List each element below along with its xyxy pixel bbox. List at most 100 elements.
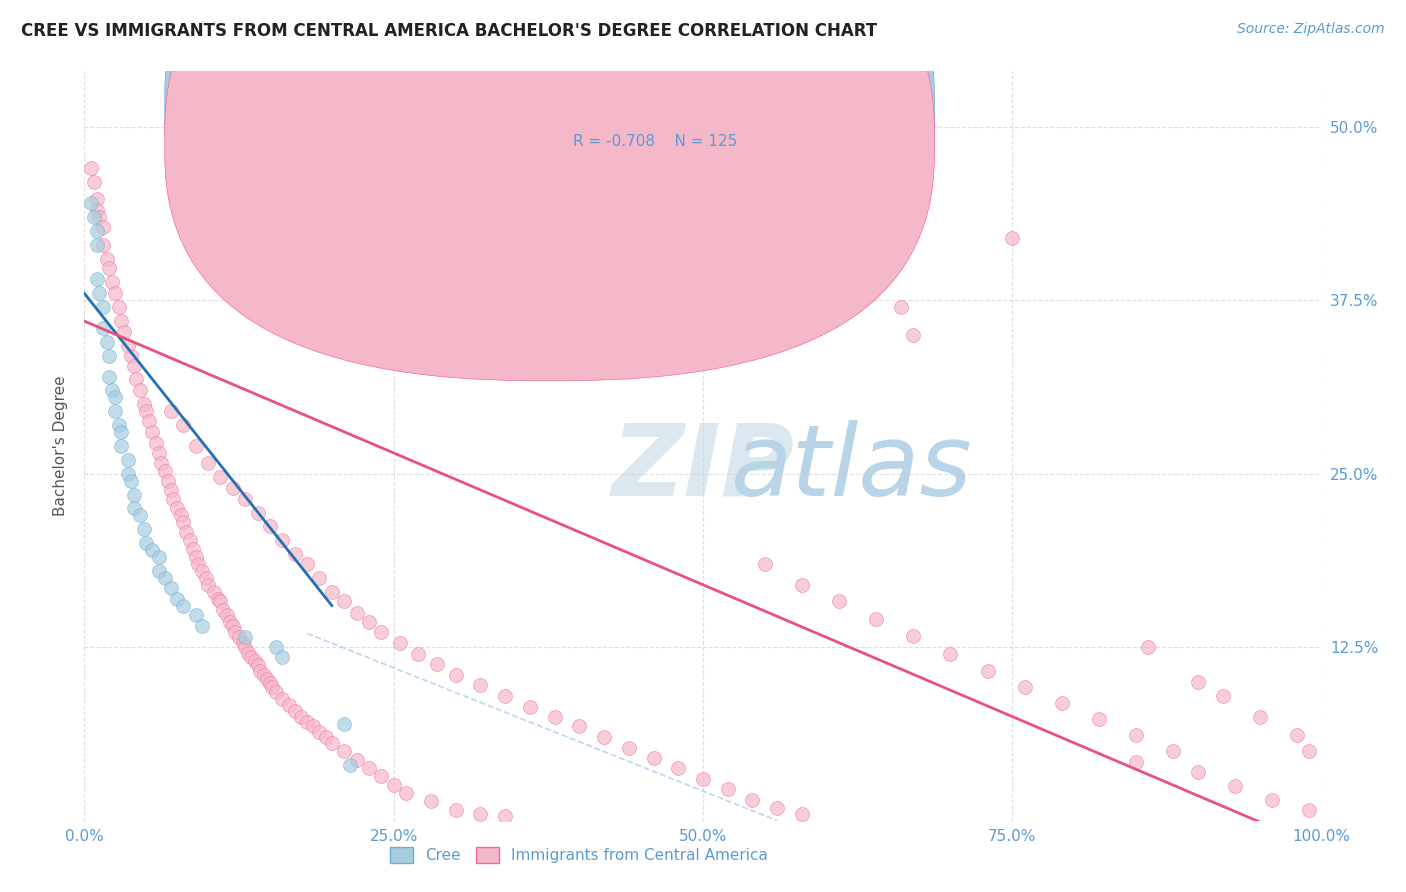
- Point: [117, 467, 139, 481]
- Point: [243, 654, 266, 668]
- Point: [240, 649, 263, 664]
- Point: [209, 594, 232, 608]
- Point: [197, 456, 219, 470]
- Point: [1050, 696, 1073, 710]
- Text: R = -0.708    N = 125: R = -0.708 N = 125: [574, 135, 737, 149]
- Point: [172, 418, 194, 433]
- Point: [104, 391, 127, 405]
- Point: [125, 372, 148, 386]
- Point: [160, 581, 183, 595]
- FancyBboxPatch shape: [165, 0, 935, 381]
- Point: [271, 691, 294, 706]
- Point: [222, 481, 245, 495]
- Point: [1161, 744, 1184, 758]
- Point: [110, 314, 132, 328]
- Point: [1137, 640, 1160, 655]
- Point: [117, 339, 139, 353]
- Point: [132, 397, 155, 411]
- Point: [86, 203, 108, 218]
- Text: CREE VS IMMIGRANTS FROM CENTRAL AMERICA BACHELOR'S DEGREE CORRELATION CHART: CREE VS IMMIGRANTS FROM CENTRAL AMERICA …: [21, 22, 877, 40]
- Text: Source: ZipAtlas.com: Source: ZipAtlas.com: [1237, 22, 1385, 37]
- Point: [141, 543, 163, 558]
- Point: [246, 658, 269, 673]
- Point: [153, 571, 176, 585]
- Point: [232, 636, 254, 650]
- Point: [370, 769, 392, 783]
- Point: [148, 549, 170, 564]
- Point: [408, 647, 430, 661]
- Point: [259, 519, 281, 533]
- Point: [271, 649, 294, 664]
- Point: [207, 591, 229, 606]
- Point: [264, 684, 287, 698]
- Point: [89, 210, 111, 224]
- Point: [172, 599, 194, 613]
- Point: [174, 524, 197, 539]
- Point: [1223, 779, 1246, 793]
- Point: [790, 578, 813, 592]
- Legend: Cree, Immigrants from Central America: Cree, Immigrants from Central America: [384, 841, 775, 869]
- Point: [86, 192, 108, 206]
- Point: [321, 736, 343, 750]
- Point: [138, 414, 160, 428]
- Point: [271, 533, 294, 548]
- Point: [187, 557, 209, 571]
- Point: [129, 508, 152, 523]
- Point: [1285, 728, 1308, 742]
- Point: [228, 631, 250, 645]
- Point: [181, 541, 204, 556]
- Point: [444, 668, 467, 682]
- Point: [108, 418, 131, 433]
- Point: [295, 557, 318, 571]
- Text: ZIP: ZIP: [612, 420, 794, 517]
- Point: [253, 668, 276, 682]
- Point: [370, 624, 392, 639]
- Point: [1001, 231, 1024, 245]
- Point: [903, 328, 925, 343]
- Point: [110, 425, 132, 439]
- Point: [86, 224, 108, 238]
- Y-axis label: Bachelor's Degree: Bachelor's Degree: [53, 376, 69, 516]
- Point: [197, 578, 219, 592]
- Point: [129, 384, 152, 398]
- Point: [202, 584, 225, 599]
- Point: [494, 809, 516, 823]
- Point: [419, 794, 441, 808]
- Point: [91, 321, 114, 335]
- Point: [166, 591, 188, 606]
- Point: [184, 439, 207, 453]
- Point: [382, 778, 405, 792]
- Point: [132, 522, 155, 536]
- Point: [321, 584, 343, 599]
- Point: [191, 619, 214, 633]
- Point: [264, 640, 287, 655]
- Point: [122, 487, 145, 501]
- Point: [91, 300, 114, 314]
- Point: [160, 483, 183, 498]
- Point: [170, 508, 193, 523]
- Point: [191, 564, 214, 578]
- Point: [120, 474, 142, 488]
- Point: [1249, 709, 1271, 723]
- Point: [98, 369, 121, 384]
- Point: [1298, 803, 1320, 817]
- Point: [166, 501, 188, 516]
- Point: [153, 464, 176, 478]
- Point: [643, 751, 665, 765]
- Point: [157, 474, 180, 488]
- Point: [790, 806, 813, 821]
- Point: [339, 758, 361, 772]
- Point: [295, 715, 318, 730]
- Point: [315, 731, 337, 745]
- Point: [184, 549, 207, 564]
- Point: [903, 629, 925, 643]
- Point: [1014, 681, 1036, 695]
- Point: [284, 547, 307, 561]
- Point: [104, 404, 127, 418]
- Point: [828, 279, 851, 293]
- Point: [741, 793, 763, 807]
- Point: [666, 761, 689, 775]
- Point: [284, 704, 307, 718]
- Point: [83, 175, 105, 189]
- Point: [215, 608, 238, 623]
